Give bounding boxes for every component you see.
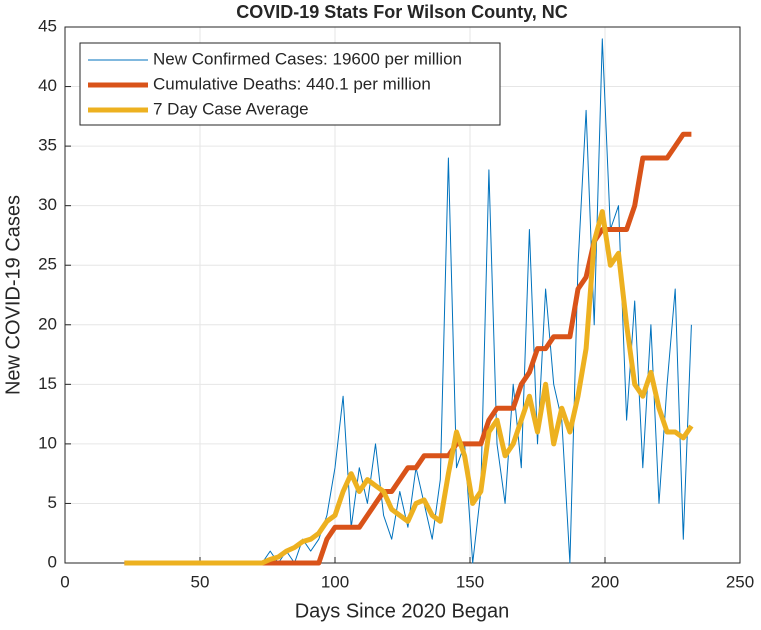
- y-tick-label: 0: [48, 552, 57, 571]
- legend-label: Cumulative Deaths: 440.1 per million: [153, 74, 431, 93]
- x-tick-label: 50: [191, 572, 210, 591]
- legend-label: 7 Day Case Average: [153, 99, 309, 118]
- y-tick-label: 25: [38, 255, 57, 274]
- x-tick-label: 250: [726, 572, 754, 591]
- y-tick-label: 15: [38, 374, 57, 393]
- y-tick-label: 20: [38, 314, 57, 333]
- x-axis-label: Days Since 2020 Began: [295, 600, 510, 622]
- x-tick-label: 200: [591, 572, 619, 591]
- series-line: [124, 209, 694, 566]
- y-tick-label: 5: [48, 493, 57, 512]
- legend-label: New Confirmed Cases: 19600 per million: [153, 49, 462, 68]
- legend-box: [79, 42, 501, 126]
- y-tick-label: 35: [38, 136, 57, 155]
- y-tick-label: 30: [38, 195, 57, 214]
- x-tick-label: 100: [321, 572, 349, 591]
- y-tick-label: 45: [38, 16, 57, 35]
- y-axis-label: New COVID-19 Cases: [2, 195, 24, 395]
- y-tick-label: 40: [38, 76, 57, 95]
- plot-frame: [64, 26, 741, 564]
- chart-title: COVID-19 Stats For Wilson County, NC: [236, 2, 568, 22]
- y-tick-label: 10: [38, 433, 57, 452]
- x-tick-label: 0: [60, 572, 69, 591]
- x-tick-label: 150: [456, 572, 484, 591]
